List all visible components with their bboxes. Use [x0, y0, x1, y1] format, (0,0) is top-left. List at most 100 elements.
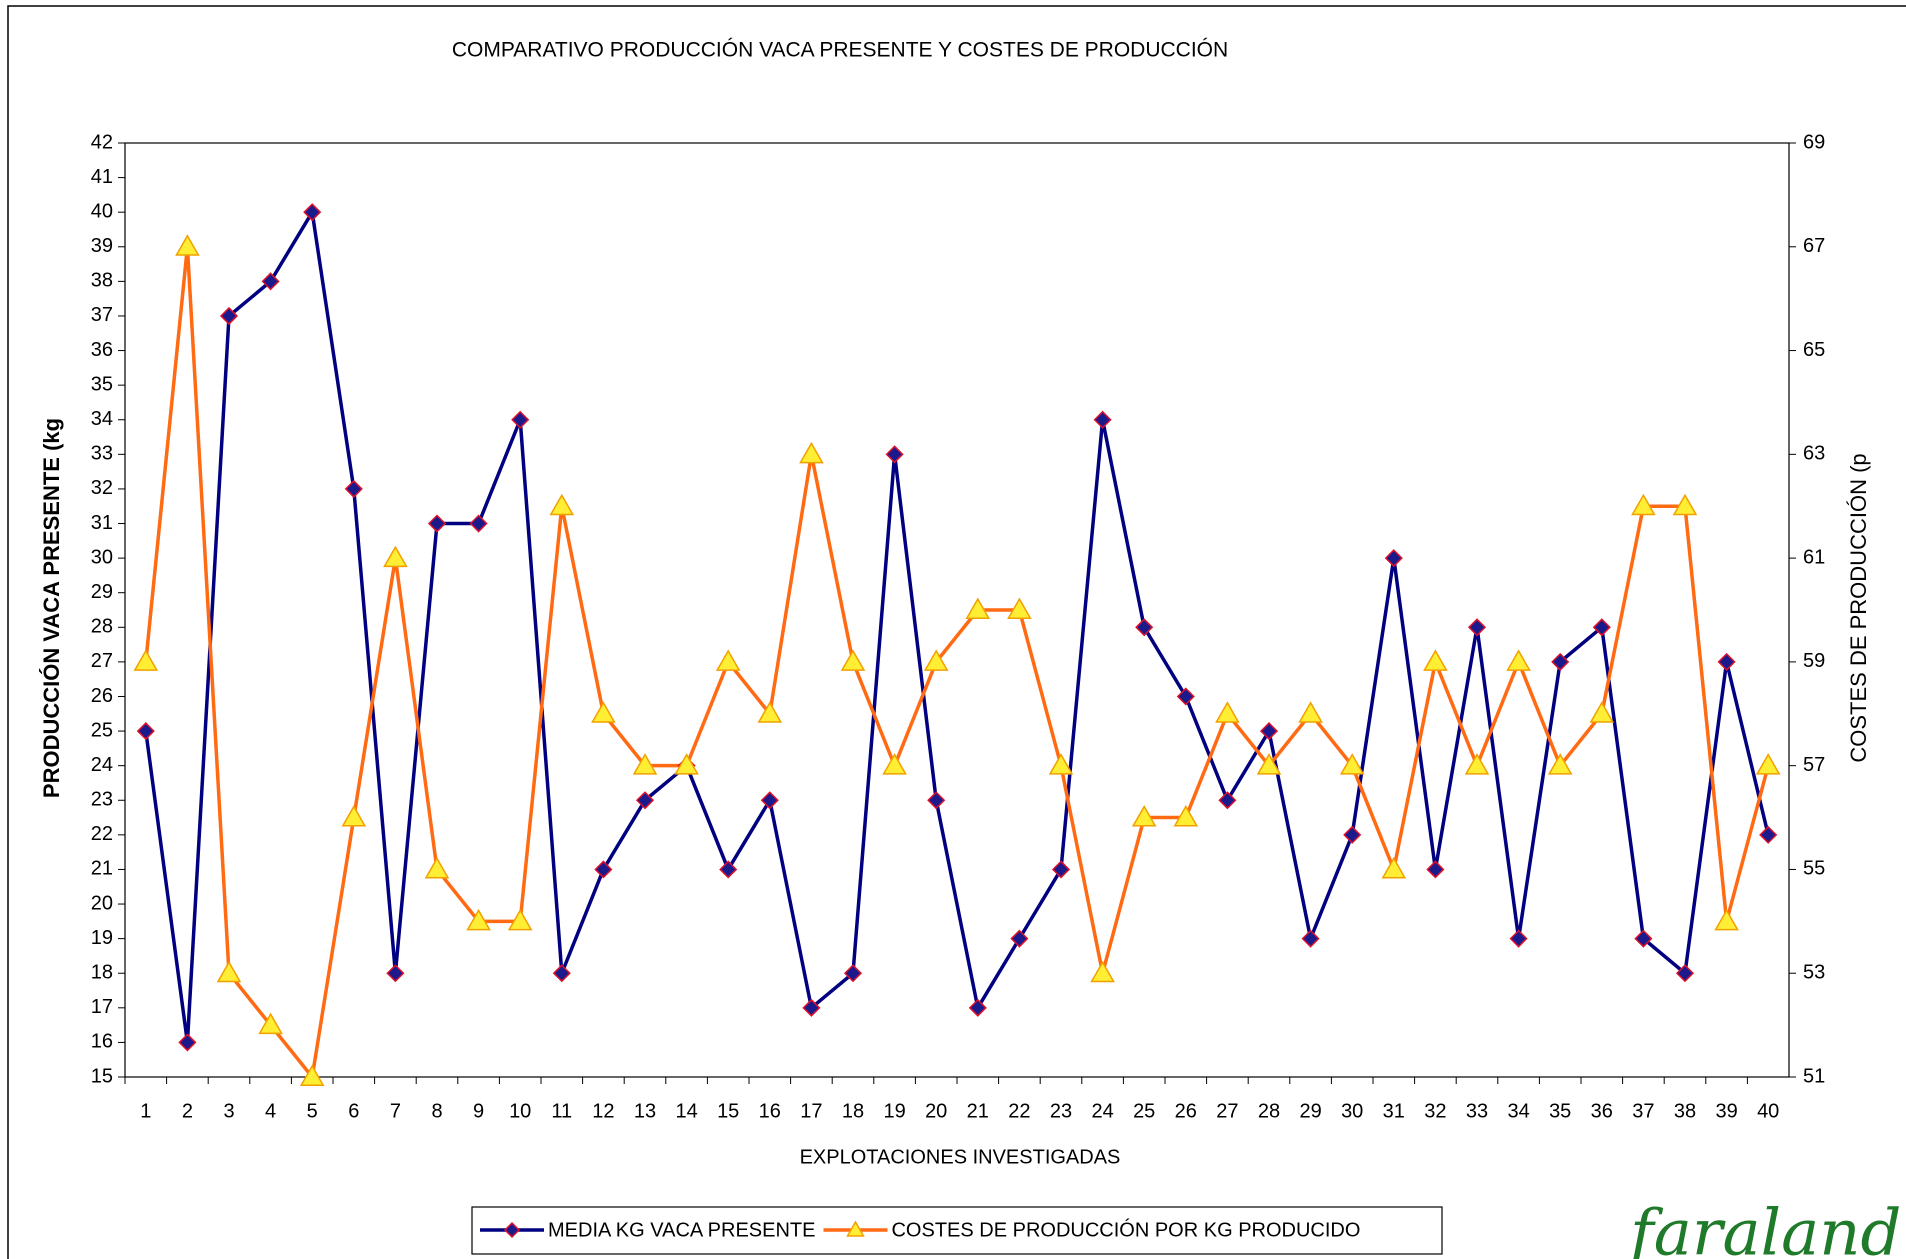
y2-tick-label: 61 — [1803, 546, 1825, 568]
marker — [511, 410, 530, 429]
x-tick-label: 20 — [925, 1100, 947, 1122]
x-tick-label: 8 — [431, 1100, 442, 1122]
y-tick-label: 15 — [91, 1065, 113, 1087]
y-tick-label: 21 — [91, 858, 113, 880]
x-tick-label: 38 — [1674, 1100, 1696, 1122]
x-tick-label: 5 — [307, 1100, 318, 1122]
y-tick-label: 37 — [91, 304, 113, 326]
marker — [258, 1012, 283, 1035]
chart-title: COMPARATIVO PRODUCCIÓN VACA PRESENTE Y C… — [452, 39, 1228, 62]
y2-tick-label: 59 — [1803, 650, 1825, 672]
marker — [594, 860, 613, 879]
marker — [840, 649, 866, 671]
y-tick-label: 32 — [91, 477, 113, 499]
marker — [1301, 929, 1320, 948]
marker — [1135, 618, 1154, 637]
y-tick-label: 35 — [91, 373, 113, 395]
marker — [1672, 493, 1698, 516]
marker — [1298, 701, 1323, 723]
marker — [1631, 493, 1656, 516]
y-axis-title: PRODUCCIÓN VACA PRESENTE (kg — [39, 418, 64, 798]
x-tick-label: 36 — [1591, 1100, 1613, 1122]
y-tick-label: 18 — [91, 962, 113, 984]
logo: faraland — [1626, 1197, 1901, 1259]
marker — [1339, 753, 1365, 775]
marker — [1048, 753, 1074, 775]
x-tick-label: 23 — [1050, 1100, 1072, 1122]
marker — [552, 964, 571, 983]
marker — [303, 203, 322, 222]
x-tick-label: 1 — [140, 1100, 151, 1122]
marker — [591, 701, 616, 723]
x-tick-label: 12 — [592, 1100, 614, 1122]
y-tick-label: 20 — [91, 892, 113, 914]
chart-frame — [7, 5, 1906, 1259]
y2-tick-label: 53 — [1803, 962, 1825, 984]
marker — [136, 722, 155, 741]
x-tick-label: 27 — [1216, 1100, 1238, 1122]
x-tick-label: 22 — [1008, 1100, 1030, 1122]
x-tick-label: 6 — [348, 1100, 359, 1122]
marker — [1090, 960, 1115, 983]
y-tick-label: 39 — [91, 235, 113, 257]
y-tick-label: 22 — [91, 823, 113, 845]
y2-tick-label: 57 — [1803, 754, 1825, 776]
y-tick-label: 19 — [91, 927, 113, 949]
marker — [386, 964, 405, 983]
legend-marker — [503, 1221, 521, 1239]
marker — [299, 1064, 325, 1086]
legend-box — [471, 1206, 1443, 1255]
marker — [469, 514, 488, 533]
marker — [635, 791, 655, 810]
y2-tick-label: 51 — [1803, 1065, 1825, 1087]
marker — [1675, 964, 1695, 983]
marker — [219, 306, 239, 326]
legend-marker — [846, 1220, 865, 1237]
marker — [1173, 805, 1199, 827]
marker — [1467, 618, 1487, 637]
marker — [1634, 929, 1653, 948]
x-tick-label: 34 — [1507, 1100, 1529, 1122]
marker — [1051, 860, 1071, 879]
series-line — [144, 210, 1770, 1045]
x-tick-label: 3 — [223, 1100, 234, 1122]
x-tick-label: 19 — [883, 1100, 905, 1122]
marker — [1010, 929, 1029, 948]
marker — [1547, 753, 1573, 775]
y2-tick-label: 65 — [1803, 339, 1825, 361]
x-tick-label: 4 — [265, 1100, 276, 1122]
x-tick-label: 25 — [1133, 1100, 1155, 1122]
marker — [1589, 701, 1615, 723]
marker — [885, 445, 904, 464]
marker — [965, 597, 991, 619]
legend-label: COSTES DE PRODUCCIÓN POR KG PRODUCIDO — [891, 1218, 1360, 1241]
y-tick-label: 24 — [91, 754, 113, 776]
x-tick-label: 16 — [759, 1100, 781, 1122]
y-tick-label: 40 — [91, 200, 113, 222]
marker — [802, 998, 821, 1017]
marker — [882, 753, 907, 775]
marker — [1381, 856, 1407, 879]
marker — [760, 791, 779, 810]
x-tick-label: 31 — [1383, 1100, 1405, 1122]
y2-tick-label: 67 — [1803, 235, 1825, 257]
y-tick-label: 25 — [91, 719, 113, 741]
marker — [344, 479, 363, 498]
x-tick-label: 35 — [1549, 1100, 1571, 1122]
marker — [1007, 597, 1032, 619]
x-tick-label: 7 — [390, 1100, 401, 1122]
marker — [1464, 753, 1490, 775]
x-axis-title: EXPLOTACIONES INVESTIGADAS — [800, 1146, 1121, 1168]
marker — [466, 908, 491, 931]
x-tick-label: 2 — [182, 1100, 193, 1122]
y-tick-label: 27 — [91, 650, 113, 672]
marker — [1759, 825, 1778, 844]
marker — [261, 272, 280, 291]
y2-tick-label: 63 — [1803, 443, 1825, 465]
y-tick-label: 23 — [91, 789, 113, 811]
marker — [178, 1033, 197, 1052]
y-tick-label: 34 — [91, 408, 113, 430]
marker — [1426, 860, 1445, 879]
x-tick-label: 33 — [1466, 1100, 1488, 1122]
x-tick-label: 11 — [551, 1100, 572, 1122]
